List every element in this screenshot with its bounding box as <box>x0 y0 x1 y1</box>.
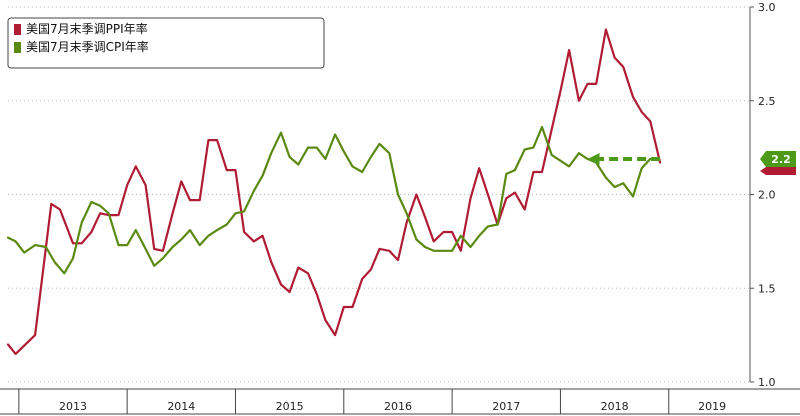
series-line-cpi <box>6 125 652 275</box>
y-tick-label: 1.0 <box>758 376 776 389</box>
x-tick-label: 2017 <box>492 400 520 413</box>
legend-swatch <box>14 42 21 53</box>
legend-label-ppi: 美国7月末季调PPI年率 <box>26 21 148 36</box>
annotation: 2.2 <box>587 151 796 175</box>
x-tick-label: 2018 <box>601 400 629 413</box>
value-badge-label: 2.2 <box>771 153 791 166</box>
y-tick-label: 2.0 <box>758 189 776 202</box>
x-tick-label: 2013 <box>59 400 87 413</box>
legend-box <box>7 17 325 69</box>
value-badge-ppi <box>760 167 796 175</box>
annotation-arrow-head <box>587 153 600 165</box>
x-tick-label: 2019 <box>698 400 726 413</box>
legend-label-cpi: 美国7月末季调CPI年率 <box>26 39 149 54</box>
y-tick-label: 3.0 <box>758 1 776 14</box>
y-tick-label: 1.5 <box>758 282 776 295</box>
x-tick-label: 2016 <box>384 400 412 413</box>
series-lines <box>6 28 662 355</box>
value-badge-cpi <box>760 151 796 167</box>
legend-swatch <box>14 24 21 35</box>
y-tick-label: 2.5 <box>758 95 776 108</box>
series-line-ppi <box>6 28 662 355</box>
x-tick-label: 2015 <box>276 400 304 413</box>
x-tick-label: 2014 <box>167 400 195 413</box>
